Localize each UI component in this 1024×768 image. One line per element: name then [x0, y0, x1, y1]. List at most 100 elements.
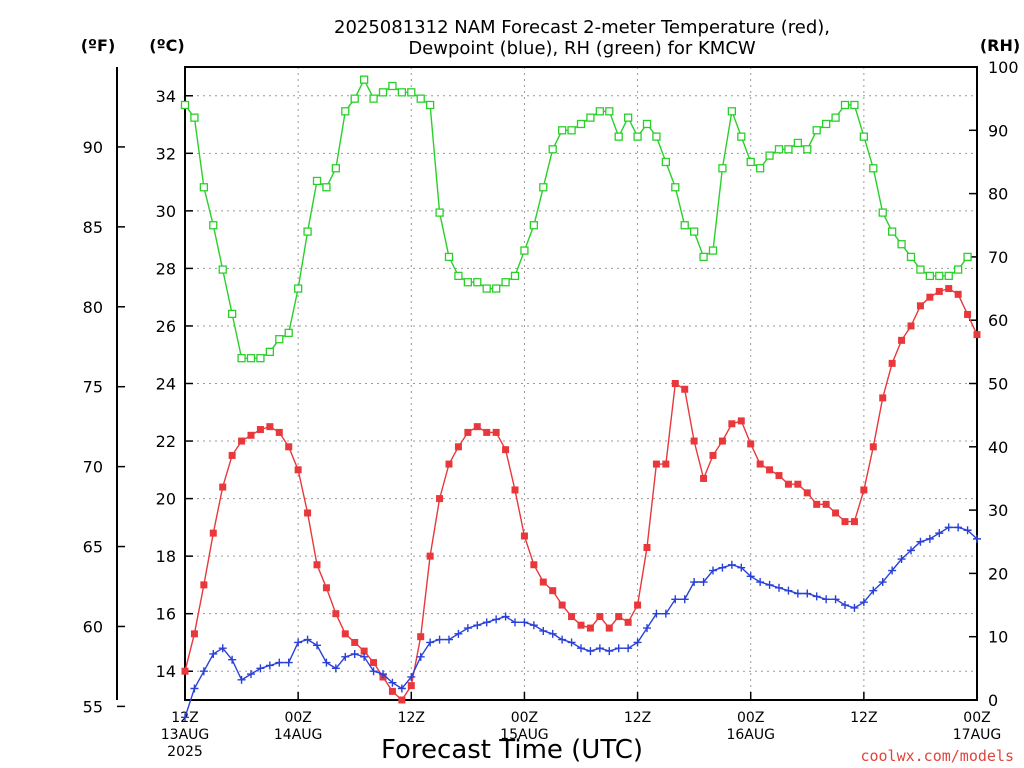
data-point [558, 601, 566, 609]
data-point [615, 613, 623, 621]
data-point [614, 644, 623, 653]
data-point [209, 221, 218, 230]
data-point [643, 624, 651, 633]
data-point [586, 624, 594, 632]
data-point [953, 265, 963, 274]
x-tick-label: 15AUG [500, 727, 549, 743]
data-point [331, 664, 340, 673]
data-point [907, 546, 915, 555]
series-2 [180, 75, 972, 363]
data-point [869, 586, 878, 595]
data-point [378, 88, 388, 97]
rh-tick-label: 20 [988, 564, 1008, 583]
data-point [766, 466, 774, 474]
data-point [708, 246, 718, 255]
data-point [878, 578, 887, 587]
fahrenheit-tick-label: 55 [83, 697, 103, 716]
data-point [926, 293, 934, 301]
data-point [793, 589, 802, 598]
data-point [860, 486, 868, 494]
data-point [454, 629, 463, 638]
rh-tick-label: 100 [988, 58, 1019, 77]
rh-tick-label: 80 [988, 185, 1008, 204]
data-point [548, 145, 557, 154]
data-point [464, 428, 472, 436]
x-tick-label: 12Z [624, 710, 651, 726]
data-point [727, 560, 736, 569]
data-point [425, 100, 435, 110]
data-point [483, 428, 491, 436]
data-point [623, 113, 633, 122]
data-point [388, 81, 397, 91]
data-point [709, 451, 717, 459]
data-point [331, 164, 341, 173]
celsius-tick-label: 16 [156, 605, 176, 624]
data-point [284, 658, 293, 667]
data-point [605, 647, 614, 656]
data-point [576, 119, 586, 129]
data-point [247, 670, 255, 679]
data-point [426, 638, 435, 647]
data-point [265, 347, 275, 357]
chart-title-line-2: Dewpoint (blue), RH (green) for KMCW [408, 38, 756, 59]
data-point [907, 322, 915, 330]
data-point [680, 221, 689, 230]
data-point [812, 126, 821, 135]
data-point [341, 652, 350, 661]
data-point [756, 460, 764, 468]
data-point [520, 246, 529, 255]
celsius-tick-label: 22 [156, 432, 176, 451]
celsius-tick-label: 20 [156, 490, 176, 509]
data-point [897, 240, 906, 249]
data-point [652, 132, 661, 141]
data-point [840, 100, 850, 110]
data-point [577, 644, 585, 653]
data-point [341, 630, 349, 638]
data-point [388, 678, 397, 687]
data-point [501, 612, 510, 621]
fahrenheit-tick-label: 70 [83, 458, 103, 477]
data-point [634, 601, 642, 609]
data-point [275, 335, 284, 344]
data-point [482, 284, 491, 293]
data-point [671, 595, 680, 604]
data-point [275, 428, 283, 436]
data-point [671, 380, 679, 387]
data-point [850, 518, 858, 526]
data-point [925, 271, 935, 281]
celsius-tick-label: 32 [156, 144, 176, 163]
data-point [558, 635, 567, 644]
celsius-unit-label: (ºC) [149, 36, 184, 55]
data-point [954, 290, 962, 298]
data-point [747, 440, 755, 448]
data-point [181, 667, 189, 675]
data-point [294, 466, 302, 474]
data-point [822, 595, 831, 604]
data-point [878, 208, 887, 217]
data-point [369, 667, 378, 676]
data-point [369, 94, 378, 103]
data-point [567, 126, 576, 135]
data-point [944, 523, 953, 532]
x-tick-label: 16AUG [726, 727, 775, 743]
data-point [784, 145, 793, 154]
rh-unit-label: (RH) [980, 36, 1020, 55]
data-point [879, 394, 887, 402]
x-tick-label: 00Z [511, 710, 538, 726]
data-point [756, 578, 765, 587]
data-point [963, 252, 972, 262]
data-point [577, 621, 585, 629]
data-point [322, 658, 331, 667]
data-point [228, 655, 237, 664]
data-point [774, 145, 784, 154]
data-point [832, 509, 840, 517]
fahrenheit-tick-label: 90 [83, 138, 103, 157]
data-point [266, 423, 274, 431]
data-point [897, 555, 906, 564]
data-point [275, 658, 284, 667]
data-point [624, 644, 633, 653]
data-point [350, 94, 359, 103]
data-point [624, 618, 632, 626]
x-tick-label: 12Z [850, 710, 877, 726]
data-point [407, 682, 415, 690]
